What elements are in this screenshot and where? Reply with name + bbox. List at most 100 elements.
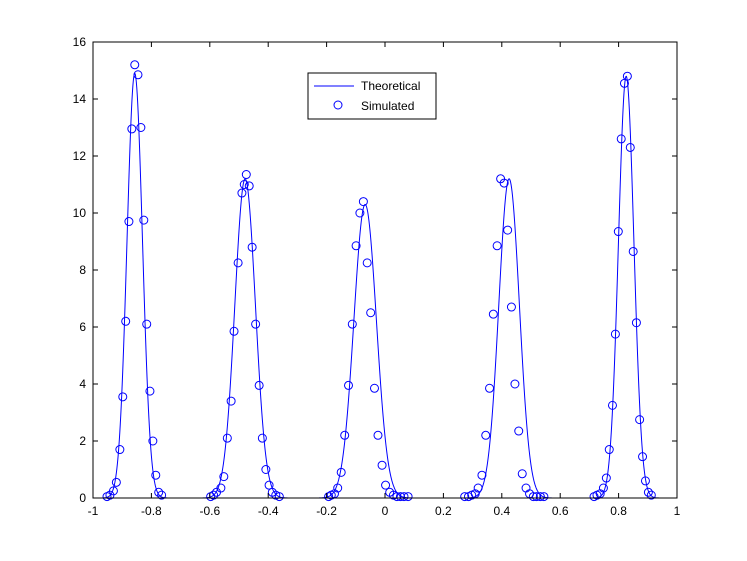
simulated-point [344, 380, 353, 390]
simulated-point [473, 483, 483, 493]
simulated-point [460, 492, 470, 502]
simulated-point [640, 476, 650, 486]
simulated-point [355, 208, 365, 218]
simulated-point [118, 392, 128, 402]
y-tick-label: 8 [79, 263, 86, 277]
simulated-point [622, 71, 632, 81]
simulated-point [261, 465, 271, 474]
x-tick-label: 0.6 [552, 504, 569, 518]
simulated-point [340, 430, 350, 440]
simulated-point [254, 380, 264, 390]
simulated-point [503, 225, 513, 235]
simulated-point [481, 430, 491, 440]
simulated-point [111, 477, 121, 487]
simulated-point [124, 217, 134, 227]
simulated-point [222, 433, 232, 443]
simulated-point [336, 467, 346, 477]
simulated-point [528, 492, 538, 502]
simulated-point [157, 490, 167, 500]
x-axis: -1 -0.8 -0.6 -0.4 -0.2 0 0.2 0.4 0.6 0.8 1 [88, 42, 681, 518]
simulated-point [133, 70, 143, 80]
simulated-point [333, 483, 343, 493]
simulated-point [403, 492, 413, 502]
simulated-point [604, 445, 614, 455]
simulated-point [539, 492, 549, 502]
simulated-point [625, 142, 635, 152]
y-tick-label: 14 [73, 92, 87, 106]
simulated-point [628, 246, 638, 256]
simulated-point [514, 426, 524, 436]
simulated-point [366, 308, 376, 318]
simulated-point [477, 470, 487, 480]
simulated-point [142, 319, 152, 329]
simulated-point [239, 180, 249, 189]
simulated-point [610, 329, 620, 339]
simulated-point [251, 319, 261, 329]
x-tick-label: 0.2 [435, 504, 452, 518]
simulated-point [399, 492, 409, 502]
legend-label-simulated: Simulated [361, 99, 414, 113]
simulated-point [151, 470, 161, 480]
y-tick-label: 4 [79, 377, 86, 391]
simulated-point [616, 134, 626, 144]
simulated-point [216, 483, 226, 493]
x-tick-label: -1 [88, 504, 99, 518]
simulated-point [485, 383, 495, 393]
simulated-point [392, 492, 402, 502]
simulated-point [226, 396, 236, 406]
simulated-point [244, 181, 254, 191]
x-tick-label: 0.8 [610, 504, 627, 518]
simulated-point [532, 492, 542, 502]
simulated-point [148, 436, 158, 446]
x-tick-label: -0.2 [316, 504, 337, 518]
simulated-point [229, 326, 239, 336]
simulated-point [233, 258, 243, 268]
simulated-point [643, 487, 653, 497]
simulated-point [369, 383, 379, 393]
simulated-point [601, 473, 611, 483]
y-tick-label: 0 [79, 491, 86, 505]
simulated-point [136, 123, 146, 132]
simulated-point [121, 316, 131, 326]
simulated-point [598, 483, 608, 493]
simulated-point [358, 197, 368, 207]
simulated-point [237, 188, 247, 198]
y-tick-label: 10 [73, 206, 87, 220]
simulated-point [499, 178, 509, 188]
simulated-series [102, 60, 656, 502]
simulated-point [130, 60, 140, 70]
simulated-point [373, 430, 383, 440]
y-tick-label: 6 [79, 320, 86, 334]
simulated-point [646, 490, 656, 500]
x-tick-label: -0.8 [141, 504, 162, 518]
legend-marker-swatch [333, 100, 343, 110]
y-tick-label: 12 [73, 149, 87, 163]
y-tick-label: 2 [79, 434, 86, 448]
simulated-point [154, 487, 164, 497]
y-tick-label: 16 [73, 35, 87, 49]
simulated-point [492, 241, 502, 251]
simulated-point [381, 480, 391, 490]
simulated-point [351, 241, 361, 251]
legend-box [307, 72, 437, 120]
simulated-point [362, 258, 372, 268]
simulated-point [247, 242, 257, 252]
simulated-point [115, 445, 125, 455]
simulated-point [613, 227, 623, 237]
y-axis: 0 2 4 6 8 10 12 14 16 [73, 35, 677, 505]
legend: Theoretical Simulated [307, 72, 437, 120]
simulated-point [631, 318, 641, 328]
simulated-point [274, 492, 284, 502]
simulated-point [377, 460, 387, 470]
simulated-point [219, 472, 229, 482]
simulated-point [145, 386, 155, 396]
x-tick-label: -0.4 [258, 504, 279, 518]
simulated-point [347, 319, 357, 329]
simulated-point [535, 492, 545, 502]
simulated-point [257, 433, 267, 443]
simulated-point [488, 309, 498, 319]
x-tick-label: 1 [674, 504, 681, 518]
simulated-point [108, 486, 118, 496]
legend-label-theoretical: Theoretical [361, 79, 420, 93]
